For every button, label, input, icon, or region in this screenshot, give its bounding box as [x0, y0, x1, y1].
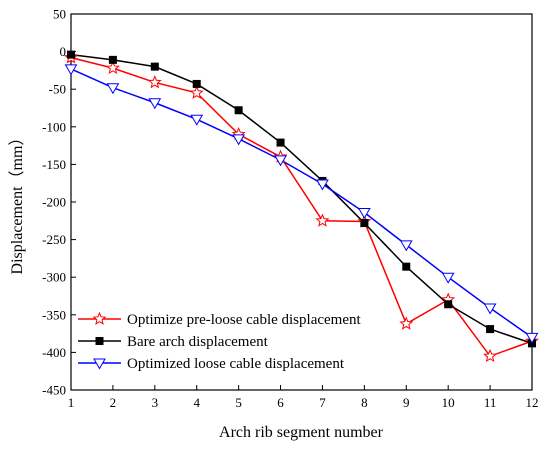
- x-tick-label: 11: [484, 395, 497, 410]
- data-point: [402, 262, 411, 271]
- y-tick-label: -150: [42, 157, 66, 172]
- data-point: [444, 300, 453, 309]
- data-point: [108, 55, 117, 64]
- data-point: [483, 303, 497, 315]
- data-point: [232, 134, 246, 146]
- data-point: [525, 332, 539, 344]
- series-line-2: [70, 53, 533, 345]
- y-tick-label: 50: [53, 7, 66, 22]
- data-point: [357, 208, 371, 220]
- data-point: [486, 325, 495, 334]
- y-tick-label: -250: [42, 232, 66, 247]
- data-point: [234, 106, 243, 115]
- data-point: [147, 75, 162, 89]
- x-tick-label: 2: [110, 395, 117, 410]
- x-tick-label: 8: [361, 395, 368, 410]
- legend-marker: [95, 337, 104, 345]
- x-tick-label: 1: [68, 395, 75, 410]
- data-point: [67, 50, 75, 59]
- data-point: [148, 98, 162, 110]
- data-point: [441, 272, 455, 284]
- y-tick-label: -450: [42, 383, 66, 398]
- data-point: [106, 83, 120, 95]
- y-tick-label: -100: [42, 119, 66, 134]
- data-point: [192, 79, 201, 88]
- data-point: [64, 64, 78, 76]
- data-point: [190, 114, 204, 126]
- data-point: [399, 316, 414, 330]
- data-point: [274, 155, 287, 167]
- x-axis-title: Arch rib segment number: [219, 424, 384, 441]
- data-point: [315, 213, 330, 227]
- legend-entry: Optimized loose cable displacement: [127, 356, 345, 372]
- x-tick-label: 7: [319, 395, 326, 410]
- x-tick-label: 10: [442, 395, 455, 410]
- y-tick-label: -50: [49, 82, 66, 97]
- x-tick-label: 4: [193, 395, 200, 410]
- data-point: [483, 348, 498, 363]
- data-point: [276, 138, 285, 147]
- y-tick-label: 0: [60, 44, 67, 59]
- data-point: [360, 219, 369, 228]
- data-point: [316, 179, 329, 191]
- series-line-3: [70, 68, 533, 338]
- legend-marker: [92, 311, 107, 325]
- x-tick-label: 12: [526, 395, 539, 410]
- y-tick-label: -300: [42, 270, 66, 285]
- y-axis-title: Displacement（mm）: [8, 130, 26, 275]
- legend-entry: Bare arch displacement: [127, 334, 269, 350]
- x-tick-label: 9: [403, 395, 410, 410]
- y-tick-label: -350: [42, 307, 66, 322]
- data-point: [189, 85, 204, 99]
- x-tick-label: 5: [235, 395, 242, 410]
- data-point: [150, 62, 159, 71]
- data-point: [399, 240, 413, 252]
- x-tick-label: 3: [152, 395, 159, 410]
- x-tick-label: 6: [277, 395, 284, 410]
- y-tick-label: -200: [42, 195, 66, 210]
- y-tick-label: -400: [42, 345, 66, 360]
- data-point: [105, 60, 120, 75]
- legend-entry: Optimize pre-loose cable displacement: [127, 312, 361, 328]
- legend-marker: [93, 358, 106, 370]
